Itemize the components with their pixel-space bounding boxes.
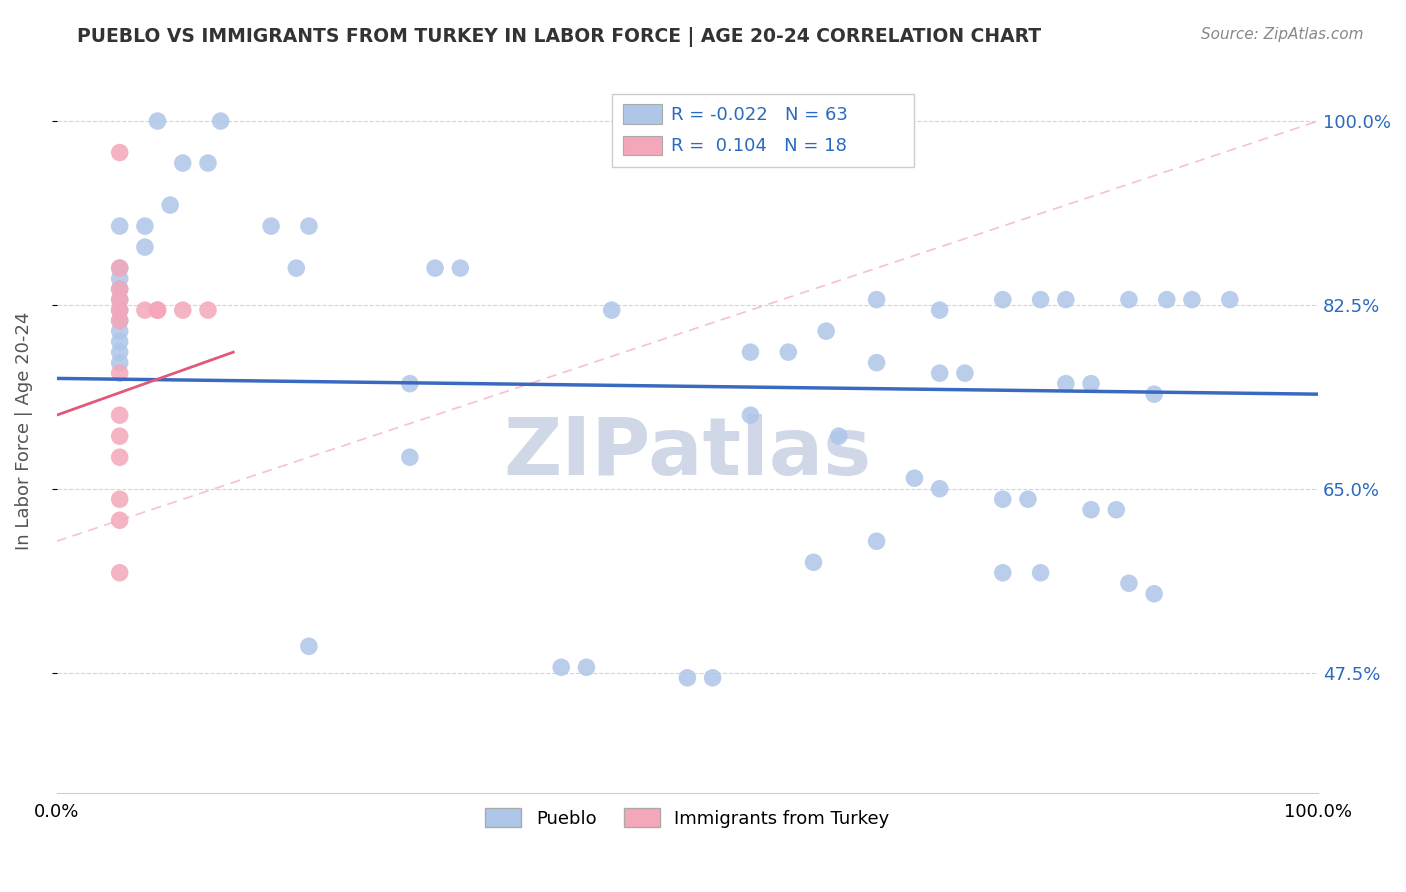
- Point: [928, 366, 950, 380]
- Point: [108, 271, 131, 285]
- Point: [108, 303, 131, 318]
- Point: [815, 324, 838, 338]
- Point: [108, 261, 131, 276]
- Point: [134, 240, 156, 254]
- Point: [740, 345, 762, 359]
- Point: [991, 492, 1014, 507]
- Point: [1080, 376, 1102, 391]
- Point: [953, 366, 976, 380]
- Point: [828, 429, 851, 443]
- Text: R = -0.022   N = 63: R = -0.022 N = 63: [671, 106, 848, 124]
- Point: [865, 293, 887, 307]
- Point: [702, 671, 724, 685]
- Point: [108, 324, 131, 338]
- Point: [1080, 502, 1102, 516]
- Point: [298, 640, 321, 654]
- Point: [108, 366, 131, 380]
- Point: [108, 219, 131, 233]
- Point: [108, 334, 131, 349]
- Point: [1029, 293, 1052, 307]
- Point: [600, 303, 623, 318]
- Point: [1029, 566, 1052, 580]
- Point: [803, 555, 825, 569]
- Text: R =  0.104   N = 18: R = 0.104 N = 18: [671, 137, 846, 155]
- Point: [108, 429, 131, 443]
- Point: [108, 345, 131, 359]
- Point: [928, 482, 950, 496]
- Y-axis label: In Labor Force | Age 20-24: In Labor Force | Age 20-24: [15, 311, 32, 550]
- Point: [172, 303, 194, 318]
- Point: [1118, 293, 1140, 307]
- Point: [285, 261, 308, 276]
- Point: [1143, 587, 1166, 601]
- Point: [1054, 293, 1077, 307]
- Point: [108, 513, 131, 527]
- Point: [298, 219, 321, 233]
- Point: [108, 313, 131, 327]
- Text: ZIPatlas: ZIPatlas: [503, 414, 872, 491]
- Point: [260, 219, 283, 233]
- Point: [108, 303, 131, 318]
- Point: [108, 313, 131, 327]
- Point: [134, 219, 156, 233]
- Point: [108, 450, 131, 465]
- Point: [108, 408, 131, 422]
- Point: [903, 471, 925, 485]
- Point: [676, 671, 699, 685]
- Point: [1017, 492, 1039, 507]
- Point: [865, 534, 887, 549]
- Point: [991, 293, 1014, 307]
- Point: [108, 492, 131, 507]
- Point: [146, 114, 169, 128]
- Text: PUEBLO VS IMMIGRANTS FROM TURKEY IN LABOR FORCE | AGE 20-24 CORRELATION CHART: PUEBLO VS IMMIGRANTS FROM TURKEY IN LABO…: [77, 27, 1042, 46]
- Text: Source: ZipAtlas.com: Source: ZipAtlas.com: [1201, 27, 1364, 42]
- Point: [423, 261, 446, 276]
- Point: [108, 356, 131, 370]
- Point: [1105, 502, 1128, 516]
- Point: [108, 566, 131, 580]
- Point: [172, 156, 194, 170]
- Point: [865, 356, 887, 370]
- Point: [1156, 293, 1178, 307]
- Point: [134, 303, 156, 318]
- Point: [575, 660, 598, 674]
- Point: [108, 145, 131, 160]
- Point: [146, 303, 169, 318]
- Point: [550, 660, 572, 674]
- Point: [1219, 293, 1241, 307]
- Point: [108, 293, 131, 307]
- Point: [209, 114, 232, 128]
- Point: [928, 303, 950, 318]
- Point: [108, 261, 131, 276]
- Point: [449, 261, 471, 276]
- Point: [159, 198, 181, 212]
- Point: [398, 450, 420, 465]
- Point: [991, 566, 1014, 580]
- Point: [197, 156, 219, 170]
- Legend: Pueblo, Immigrants from Turkey: Pueblo, Immigrants from Turkey: [478, 801, 897, 835]
- Point: [778, 345, 800, 359]
- Point: [146, 303, 169, 318]
- Point: [1143, 387, 1166, 401]
- Point: [1181, 293, 1204, 307]
- Point: [1118, 576, 1140, 591]
- Point: [108, 282, 131, 296]
- Point: [197, 303, 219, 318]
- Point: [1054, 376, 1077, 391]
- Point: [398, 376, 420, 391]
- Point: [108, 282, 131, 296]
- Point: [108, 293, 131, 307]
- Point: [740, 408, 762, 422]
